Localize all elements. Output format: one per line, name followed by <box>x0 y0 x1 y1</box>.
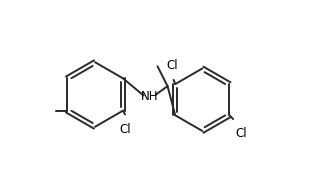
Text: Cl: Cl <box>236 127 247 140</box>
Text: Cl: Cl <box>167 59 178 72</box>
Text: NH: NH <box>141 90 159 103</box>
Text: Cl: Cl <box>120 123 131 136</box>
